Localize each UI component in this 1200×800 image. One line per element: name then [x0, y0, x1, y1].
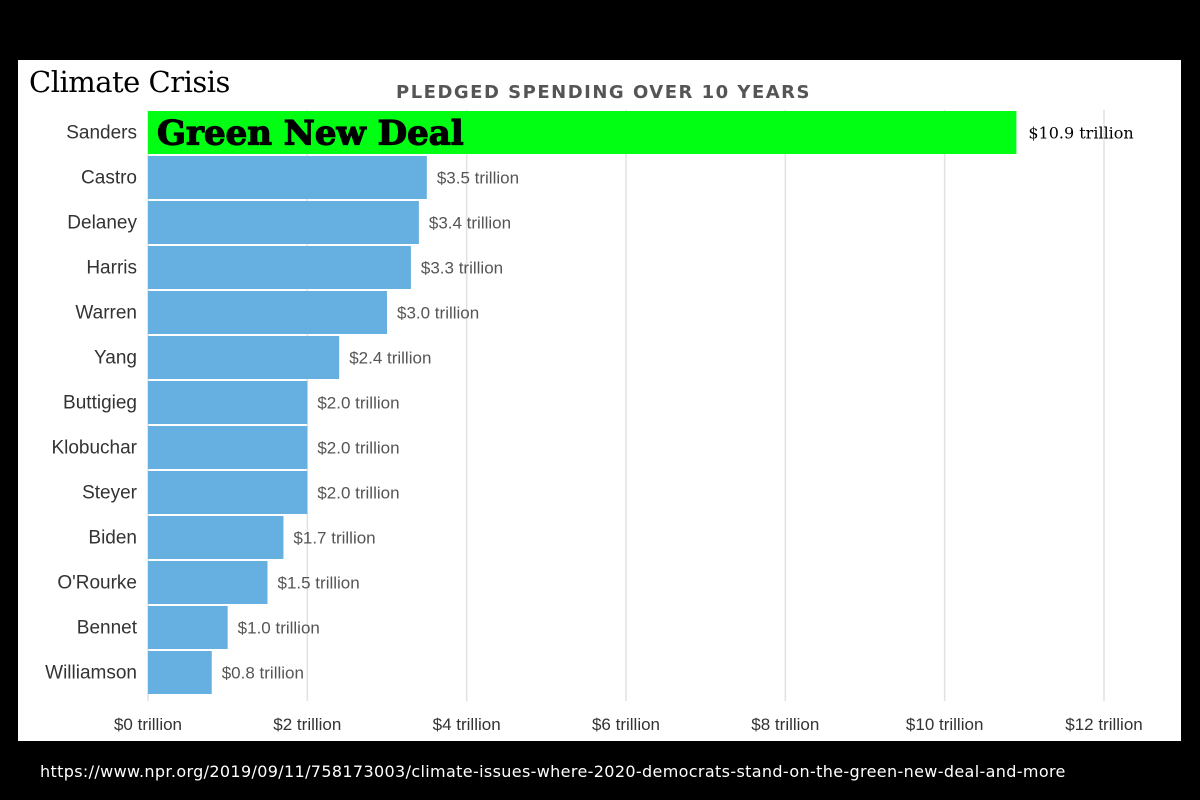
bar: [148, 561, 268, 604]
bar: [148, 651, 212, 694]
bar: [148, 291, 387, 334]
category-label: Delaney: [67, 213, 137, 234]
category-label: Warren: [75, 303, 137, 324]
chart-panel: Climate Crisis PLEDGED SPENDING OVER 10 …: [18, 60, 1181, 741]
value-label: $2.4 trillion: [349, 349, 431, 368]
bar: [148, 246, 411, 289]
highlight-bar: [148, 111, 1017, 154]
category-label: O'Rourke: [57, 573, 137, 594]
value-label: $0.8 trillion: [222, 664, 304, 683]
category-label: Sanders: [66, 123, 137, 144]
page-label: Climate Crisis: [29, 65, 230, 99]
category-label: Buttigieg: [63, 393, 137, 414]
category-label: Williamson: [45, 663, 137, 684]
category-label: Harris: [86, 258, 137, 279]
bar: [148, 201, 419, 244]
x-tick-label: $4 trillion: [433, 715, 501, 734]
chart-title: PLEDGED SPENDING OVER 10 YEARS: [396, 82, 811, 103]
x-tick-label: $12 trillion: [1065, 715, 1143, 734]
category-label: Castro: [81, 168, 137, 189]
category-label: Biden: [88, 528, 137, 549]
value-label: $3.5 trillion: [437, 169, 519, 188]
bar: [148, 516, 284, 559]
category-label: Yang: [94, 348, 137, 369]
x-tick-label: $2 trillion: [273, 715, 341, 734]
category-label: Klobuchar: [51, 438, 137, 459]
value-label: $2.0 trillion: [317, 484, 399, 503]
value-label: $10.9 trillion: [1028, 124, 1133, 143]
value-label: $1.5 trillion: [278, 574, 360, 593]
bar: [148, 426, 308, 469]
value-label: $1.0 trillion: [238, 619, 320, 638]
value-label: $2.0 trillion: [317, 394, 399, 413]
x-tick-label: $10 trillion: [906, 715, 984, 734]
value-label: $1.7 trillion: [293, 529, 375, 548]
bar: [148, 471, 308, 514]
category-label: Bennet: [77, 618, 138, 639]
x-tick-label: $6 trillion: [592, 715, 660, 734]
highlight-label: Green New Deal: [157, 114, 464, 154]
bar: [148, 606, 228, 649]
bar: [148, 381, 308, 424]
value-label: $2.0 trillion: [317, 439, 399, 458]
bar: [148, 336, 340, 379]
value-label: $3.4 trillion: [429, 214, 511, 233]
source-url: https://www.npr.org/2019/09/11/758173003…: [40, 762, 1066, 781]
value-label: $3.0 trillion: [397, 304, 479, 323]
x-tick-label: $8 trillion: [751, 715, 819, 734]
value-label: $3.3 trillion: [421, 259, 503, 278]
bar-chart: PLEDGED SPENDING OVER 10 YEARS Green New…: [45, 82, 1143, 734]
category-label: Steyer: [82, 483, 138, 504]
x-tick-label: $0 trillion: [114, 715, 182, 734]
bar: [148, 156, 427, 199]
